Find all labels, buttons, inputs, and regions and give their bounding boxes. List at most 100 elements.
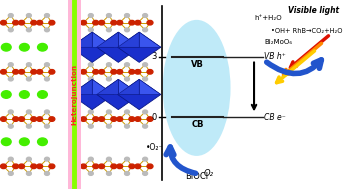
Ellipse shape — [13, 164, 19, 169]
Ellipse shape — [80, 117, 87, 121]
Polygon shape — [139, 32, 161, 47]
Ellipse shape — [99, 117, 105, 121]
Ellipse shape — [38, 43, 47, 51]
Ellipse shape — [143, 157, 148, 161]
Polygon shape — [71, 79, 92, 94]
Ellipse shape — [31, 70, 37, 74]
Ellipse shape — [88, 28, 93, 32]
Ellipse shape — [147, 70, 153, 74]
Ellipse shape — [8, 63, 13, 67]
Ellipse shape — [26, 14, 31, 17]
Ellipse shape — [117, 20, 122, 25]
Ellipse shape — [111, 164, 117, 169]
Ellipse shape — [143, 14, 148, 17]
Ellipse shape — [147, 20, 153, 25]
Ellipse shape — [88, 14, 93, 17]
Ellipse shape — [143, 28, 148, 32]
Ellipse shape — [111, 117, 117, 121]
Ellipse shape — [37, 164, 43, 169]
Ellipse shape — [106, 77, 111, 81]
Polygon shape — [71, 79, 114, 110]
Polygon shape — [92, 32, 114, 47]
Ellipse shape — [49, 164, 55, 169]
Ellipse shape — [49, 70, 55, 74]
Ellipse shape — [13, 20, 19, 25]
Ellipse shape — [99, 20, 105, 25]
Ellipse shape — [8, 77, 13, 81]
Ellipse shape — [93, 164, 99, 169]
Ellipse shape — [38, 91, 47, 98]
Ellipse shape — [38, 138, 47, 146]
Ellipse shape — [106, 172, 111, 175]
Ellipse shape — [147, 117, 153, 121]
Polygon shape — [118, 79, 161, 110]
Ellipse shape — [19, 43, 29, 51]
Ellipse shape — [1, 43, 11, 51]
Polygon shape — [97, 32, 118, 47]
Ellipse shape — [125, 14, 129, 17]
Ellipse shape — [26, 124, 31, 128]
Ellipse shape — [19, 138, 29, 146]
FancyBboxPatch shape — [68, 0, 81, 189]
Ellipse shape — [163, 20, 230, 156]
Ellipse shape — [8, 172, 13, 175]
Text: CB: CB — [191, 120, 204, 129]
Ellipse shape — [93, 70, 99, 74]
Ellipse shape — [13, 117, 19, 121]
Ellipse shape — [0, 20, 7, 25]
Ellipse shape — [80, 164, 87, 169]
Polygon shape — [118, 79, 139, 94]
Ellipse shape — [99, 164, 105, 169]
Polygon shape — [118, 32, 140, 47]
Ellipse shape — [31, 164, 37, 169]
Ellipse shape — [13, 70, 19, 74]
Ellipse shape — [26, 157, 31, 161]
Ellipse shape — [125, 110, 129, 114]
Text: 0: 0 — [151, 113, 157, 122]
Ellipse shape — [45, 63, 49, 67]
Polygon shape — [97, 79, 118, 94]
Ellipse shape — [45, 28, 49, 32]
Text: •OH+ RhB→CO₂+H₂O: •OH+ RhB→CO₂+H₂O — [271, 28, 343, 34]
Ellipse shape — [117, 70, 122, 74]
Ellipse shape — [45, 14, 49, 17]
Ellipse shape — [80, 70, 87, 74]
Ellipse shape — [125, 28, 129, 32]
Ellipse shape — [8, 124, 13, 128]
Ellipse shape — [135, 164, 141, 169]
Ellipse shape — [8, 157, 13, 161]
Ellipse shape — [143, 110, 148, 114]
Ellipse shape — [93, 117, 99, 121]
Polygon shape — [71, 32, 114, 62]
Ellipse shape — [31, 20, 37, 25]
Text: Heterojunction: Heterojunction — [71, 64, 78, 125]
Polygon shape — [118, 32, 161, 62]
Ellipse shape — [1, 91, 11, 98]
Ellipse shape — [1, 138, 11, 146]
Text: O₂: O₂ — [204, 169, 214, 178]
Ellipse shape — [106, 63, 111, 67]
Ellipse shape — [135, 20, 141, 25]
Ellipse shape — [45, 124, 49, 128]
Ellipse shape — [143, 172, 148, 175]
Ellipse shape — [143, 77, 148, 81]
Text: Bi₂MoO₆: Bi₂MoO₆ — [264, 39, 293, 45]
Ellipse shape — [106, 28, 111, 32]
Polygon shape — [118, 32, 139, 47]
Ellipse shape — [125, 77, 129, 81]
Ellipse shape — [19, 91, 29, 98]
Ellipse shape — [45, 77, 49, 81]
Ellipse shape — [18, 117, 24, 121]
Polygon shape — [71, 32, 92, 47]
Ellipse shape — [93, 20, 99, 25]
Ellipse shape — [49, 20, 55, 25]
Text: VB h⁺: VB h⁺ — [264, 52, 286, 61]
Ellipse shape — [125, 157, 129, 161]
Ellipse shape — [18, 164, 24, 169]
Ellipse shape — [129, 70, 135, 74]
Ellipse shape — [117, 164, 122, 169]
Ellipse shape — [88, 63, 93, 67]
Ellipse shape — [135, 117, 141, 121]
Ellipse shape — [88, 157, 93, 161]
Ellipse shape — [8, 14, 13, 17]
